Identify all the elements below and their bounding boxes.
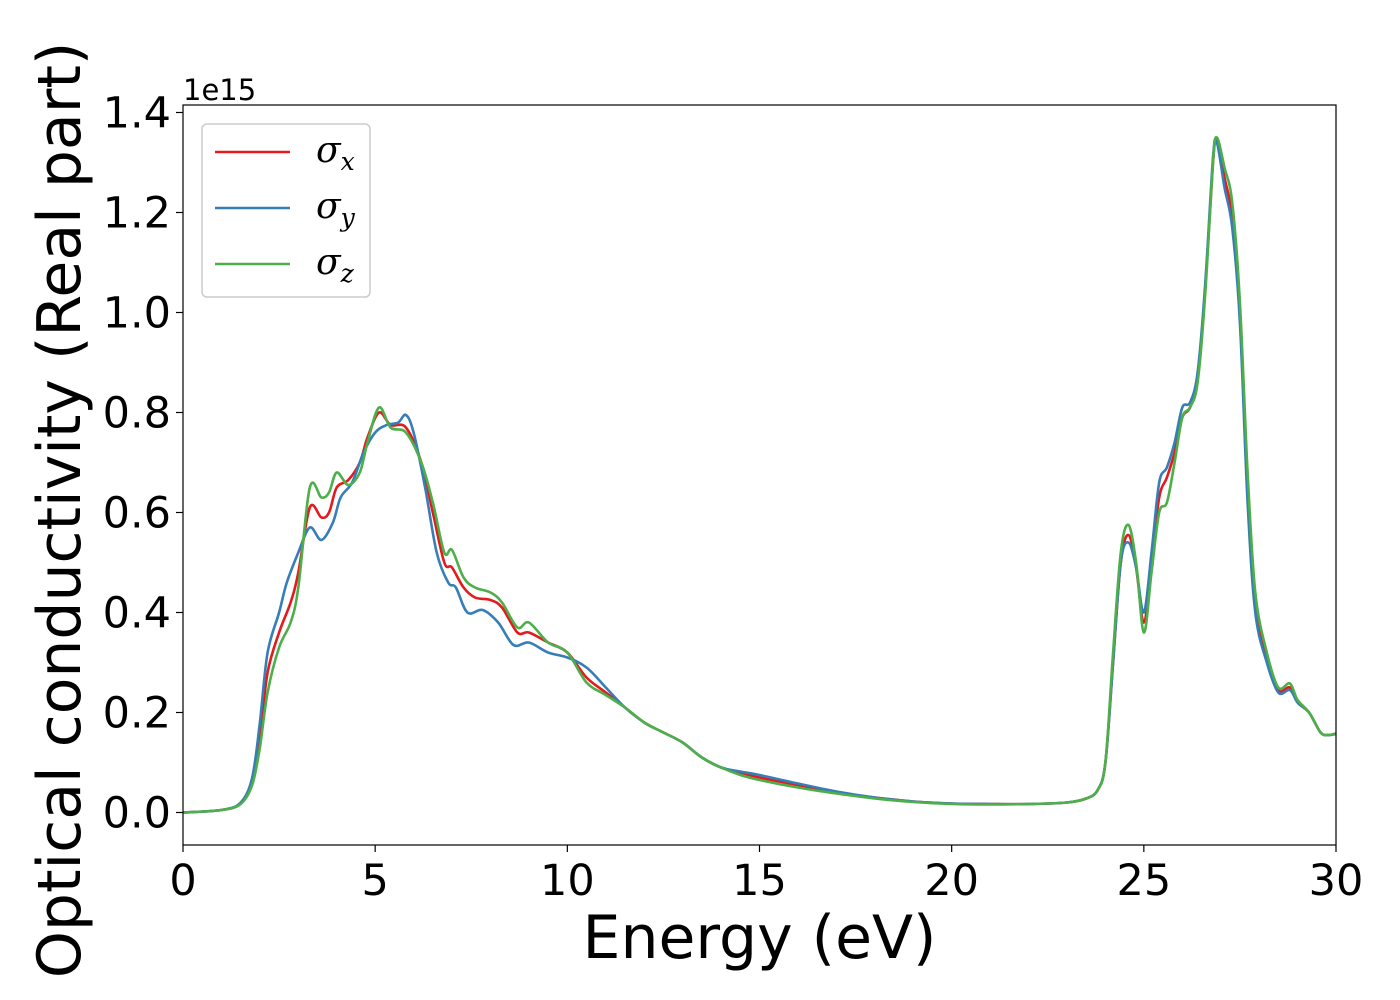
y-tick-label: 0.4 <box>103 589 171 639</box>
x-axis: 0 5 10 15 20 25 30 <box>169 845 1363 906</box>
y-tick-label: 0.6 <box>103 489 171 539</box>
x-tick-label: 25 <box>1116 856 1171 906</box>
x-axis-label: Energy (eV) <box>583 903 937 973</box>
series-line-z <box>182 136 1337 814</box>
y-tick-label: 1.4 <box>103 89 171 139</box>
legend-label-z: σz <box>316 242 355 288</box>
legend: σx σy σz <box>201 123 371 298</box>
x-tick-label: 15 <box>732 856 787 906</box>
y-tick-label: 1.0 <box>103 289 171 339</box>
y-tick-label: 0.2 <box>103 689 171 739</box>
legend-box <box>201 123 371 298</box>
y-axis: 0.0 0.2 0.4 0.6 0.8 1.0 1.2 1.4 <box>103 89 183 839</box>
x-tick-label: 0 <box>169 856 196 906</box>
x-tick-label: 30 <box>1309 856 1364 906</box>
x-tick-label: 5 <box>361 856 388 906</box>
x-tick-label: 20 <box>924 856 979 906</box>
y-tick-label: 0.8 <box>103 389 171 439</box>
y-axis-label: Optical conductivity (Real part) <box>25 42 95 979</box>
legend-label-x: σx <box>316 130 355 176</box>
y-tick-label: 0.0 <box>103 789 171 839</box>
y-tick-label: 1.2 <box>103 189 171 239</box>
series-line-y <box>182 137 1337 814</box>
x-tick-label: 10 <box>540 856 595 906</box>
legend-label-y: σy <box>316 186 356 232</box>
series-lines <box>182 136 1337 814</box>
y-offset-label: 1e15 <box>183 73 256 107</box>
